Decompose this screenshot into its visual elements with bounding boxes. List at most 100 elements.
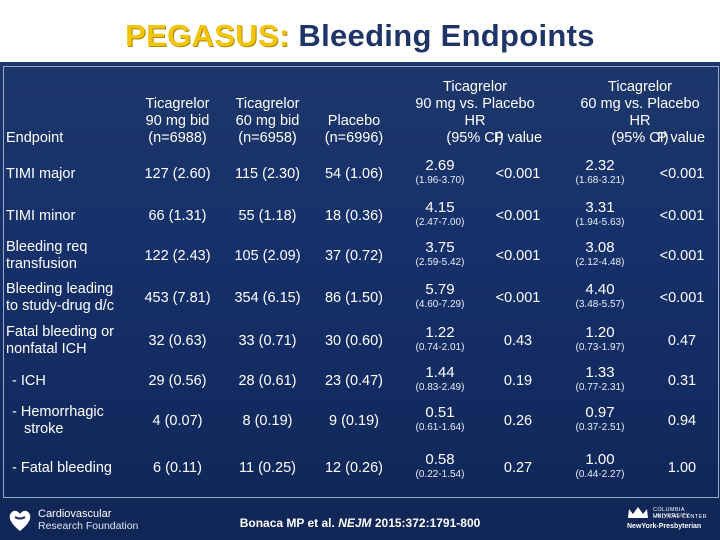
citation: Bonaca MP et al. NEJM 2015:372:1791-800 [0,516,720,530]
cell-ticagrelor-60: 28 (0.61) [238,373,297,389]
title-bar: PEGASUS: Bleeding Endpoints [0,0,720,62]
cell-p-value-60: <0.001 [659,208,705,224]
columbia-line1: COLUMBIA UNIVERSITY [653,507,691,519]
cell-ticagrelor-60: 115 (2.30) [234,166,301,182]
cell-ci-90: (2.47-7.00) [415,217,465,228]
cell-placebo: 30 (0.60) [324,333,384,349]
cell-placebo: 18 (0.36) [324,208,384,224]
cell-ci-60: (1.68-3.21) [575,175,625,186]
cell-ticagrelor-90: 453 (7.81) [144,290,211,306]
cell-hr-90: 5.79 [425,281,455,298]
cell-hr-60: 3.31 [585,199,615,216]
endpoint-label: nonfatal ICH [6,341,87,357]
header-ticagrelor-60-line-2: (n=6958) [238,130,297,146]
cell-hr-90: 0.58 [425,451,455,468]
crf-logo: Cardiovascular Research Foundation [6,506,196,536]
header-ticagrelor-60-line-0: Ticagrelor [235,96,300,112]
cell-placebo: 9 (0.19) [329,413,379,429]
endpoint-label: - Fatal bleeding [12,460,112,476]
cell-ci-60: (1.94-5.63) [575,217,625,228]
cell-p-value-60: 0.94 [667,413,697,429]
endpoint-label: Bleeding req [6,239,88,255]
cell-p-value-90: <0.001 [495,208,541,224]
header-placebo-line-0: Placebo [327,113,381,129]
title-rest: Bleeding Endpoints [289,18,595,53]
cell-ci-60: (2.12-4.48) [575,257,625,268]
cell-ticagrelor-60: 11 (0.25) [239,460,296,476]
cell-hr-60: 0.97 [585,404,615,421]
endpoint-label: stroke [24,421,64,437]
header-hr-60-line-1: 60 mg vs. Placebo [580,96,700,112]
cell-p-value-90: 0.19 [503,373,533,389]
cell-ticagrelor-60: 33 (0.71) [238,333,297,349]
page-title: PEGASUS: Bleeding Endpoints [0,18,720,54]
header-hr-90-line-3: (95% CI) [446,130,504,146]
citation-details: 2015:372:1791-800 [371,516,481,530]
cell-ticagrelor-90: 66 (1.31) [148,208,207,224]
cell-hr-60: 1.33 [585,364,615,381]
cell-ci-60: (0.44-2.27) [575,469,625,480]
endpoint-label: TIMI major [6,166,76,182]
cell-ci-90: (2.59-5.42) [415,257,465,268]
endpoint-label: to study-drug d/c [6,298,114,314]
cell-ticagrelor-90: 29 (0.56) [148,373,207,389]
cell-placebo: 37 (0.72) [324,248,384,264]
endpoint-label: - ICH [12,373,46,389]
nyp-label: NewYork-Presbyterian [627,523,702,530]
cell-ci-90: (1.96-3.70) [415,175,465,186]
cell-placebo: 23 (0.47) [324,373,384,389]
cell-ci-90: (0.22-1.54) [415,469,465,480]
cell-p-value-90: 0.26 [503,413,533,429]
cell-hr-90: 0.51 [425,404,455,421]
header-placebo-line-1: (n=6996) [324,130,384,146]
cell-p-value-60: <0.001 [659,248,705,264]
cell-ci-90: (0.61-1.64) [415,422,465,433]
cell-ticagrelor-60: 105 (2.09) [234,248,301,264]
cell-placebo: 12 (0.26) [324,460,384,476]
cell-ticagrelor-90: 32 (0.63) [148,333,207,349]
cell-p-value-90: <0.001 [495,248,541,264]
cell-ticagrelor-60: 55 (1.18) [238,208,297,224]
cell-ci-90: (4.60-7.29) [415,299,465,310]
cell-p-value-60: <0.001 [659,166,705,182]
cell-ci-60: (0.37-2.51) [575,422,625,433]
cell-hr-60: 2.32 [585,157,615,174]
citation-authors: Bonaca MP et al. [239,516,339,530]
cell-hr-90: 4.15 [425,199,455,216]
cell-hr-90: 1.44 [425,364,455,381]
header-hr-60-line-0: Ticagrelor [608,79,672,95]
cell-p-value-90: 0.27 [503,460,533,476]
cell-ticagrelor-60: 8 (0.19) [242,413,293,429]
crown-icon [628,507,648,518]
cell-ci-60: (0.73-1.97) [575,342,625,353]
endpoint-label: Fatal bleeding or [6,324,115,340]
header-ticagrelor-90-line-2: (n=6988) [148,130,207,146]
header-hr-60-line-2: HR [629,113,651,129]
cell-hr-90: 2.69 [425,157,455,174]
cell-ticagrelor-90: 6 (0.11) [153,460,202,476]
endpoint-label: - Hemorrhagic [12,404,104,420]
table-frame [3,66,719,498]
cell-p-value-60: 1.00 [667,460,697,476]
cell-ticagrelor-90: 4 (0.07) [152,413,203,429]
header-hr-90-line-1: 90 mg vs. Placebo [415,96,535,112]
cell-ci-60: (0.77-2.31) [575,382,625,393]
cell-ci-90: (0.74-2.01) [415,342,465,353]
endpoint-label: Bleeding leading [6,281,114,297]
cell-hr-90: 1.22 [425,324,455,341]
cell-hr-60: 4.40 [585,281,615,298]
cell-placebo: 86 (1.50) [324,290,384,306]
cell-ticagrelor-90: 122 (2.43) [144,248,211,264]
cell-hr-90: 3.75 [425,239,455,256]
org-name-line1: Cardiovascular [38,508,112,520]
cell-hr-60: 1.20 [585,324,615,341]
title-highlight: PEGASUS: [125,18,290,53]
cell-placebo: 54 (1.06) [324,166,384,182]
cell-ticagrelor-90: 127 (2.60) [144,166,211,182]
header-hr-90-line-2: HR [464,113,486,129]
columbia-nyp-logo: COLUMBIA UNIVERSITY MEDICAL CENTER NewYo… [625,504,720,538]
columbia-line2: MEDICAL CENTER [653,514,707,520]
citation-journal: NEJM [338,516,372,530]
header-p-value-90: P value [493,130,543,146]
header-hr-90-line-0: Ticagrelor [443,79,507,95]
